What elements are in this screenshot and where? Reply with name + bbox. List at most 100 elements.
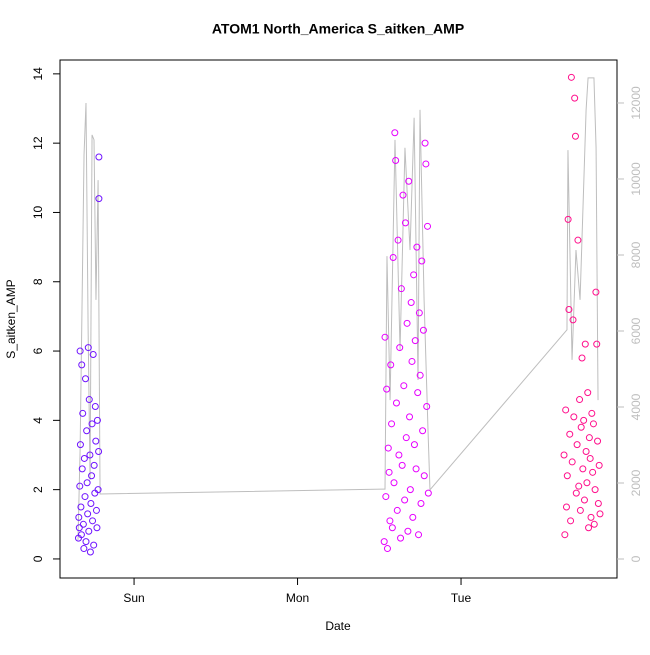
y2-tick-label: 6000 (629, 317, 643, 344)
point (83, 479, 91, 487)
point (591, 486, 599, 494)
point (567, 517, 575, 525)
chart-title: ATOM1 North_America S_aitken_AMP (212, 21, 464, 37)
point (79, 409, 87, 417)
point (87, 500, 95, 508)
point (424, 489, 432, 497)
point (402, 434, 410, 442)
point (421, 139, 429, 147)
point (394, 236, 402, 244)
point (384, 444, 392, 452)
point (581, 340, 589, 348)
point (564, 215, 572, 223)
point (412, 465, 420, 473)
y-tick-label: 4 (31, 417, 45, 424)
point (387, 361, 395, 369)
y-tick-label: 6 (31, 347, 45, 354)
point (397, 534, 405, 542)
point (585, 434, 593, 442)
point (399, 191, 407, 199)
point (80, 545, 88, 553)
y2-tick-label: 8000 (629, 241, 643, 268)
point (400, 382, 408, 390)
point (403, 319, 411, 327)
point (395, 451, 403, 459)
point (79, 520, 87, 528)
point (397, 285, 405, 293)
point (582, 448, 590, 456)
point (562, 406, 570, 414)
point (413, 243, 421, 251)
point (569, 316, 577, 324)
point (594, 500, 602, 508)
point (410, 441, 418, 449)
y2-tick-label: 12000 (629, 86, 643, 120)
point (84, 510, 92, 518)
point (420, 472, 428, 480)
point (576, 506, 584, 514)
point (424, 222, 432, 230)
x-tick-label: Sun (123, 591, 144, 605)
point (575, 482, 583, 490)
y2-tick-label: 2000 (629, 469, 643, 496)
point (561, 531, 569, 539)
point (579, 465, 587, 473)
point (391, 129, 399, 137)
point (574, 236, 582, 244)
point (389, 253, 397, 261)
point (589, 468, 597, 476)
point (77, 531, 85, 539)
point (422, 160, 430, 168)
point (407, 299, 415, 307)
point (80, 454, 88, 462)
point (88, 420, 96, 428)
point (416, 371, 424, 379)
point (562, 503, 570, 511)
point (593, 340, 601, 348)
point (75, 513, 83, 521)
point (570, 413, 578, 421)
point (85, 396, 93, 404)
point (383, 385, 391, 393)
point (89, 517, 97, 525)
point (83, 427, 91, 435)
point (560, 451, 568, 459)
y-tick-label: 10 (31, 205, 45, 219)
point (393, 506, 401, 514)
point (583, 479, 591, 487)
point (586, 454, 594, 462)
point (595, 461, 603, 469)
y2-tick-label: 0 (629, 555, 643, 562)
y-tick-label: 2 (31, 486, 45, 493)
point (596, 510, 604, 518)
point (571, 94, 579, 102)
y2-tick-label: 10000 (629, 162, 643, 196)
point (406, 486, 414, 494)
point (388, 524, 396, 532)
point (95, 195, 103, 203)
point (588, 409, 596, 417)
point (84, 344, 92, 352)
y2-tick-label: 4000 (629, 393, 643, 420)
point (93, 416, 101, 424)
point (95, 153, 103, 161)
point (77, 503, 85, 511)
point (589, 420, 597, 428)
point (81, 493, 89, 501)
point (568, 458, 576, 466)
point (383, 545, 391, 553)
point (423, 402, 431, 410)
point (396, 344, 404, 352)
y-tick-label: 14 (31, 67, 45, 81)
point (415, 531, 423, 539)
x-tick-label: Mon (286, 591, 309, 605)
y-tick-label: 0 (31, 555, 45, 562)
point (577, 423, 585, 431)
point (392, 156, 400, 164)
point (580, 496, 588, 504)
point (592, 288, 600, 296)
point (566, 430, 574, 438)
point (93, 524, 101, 532)
point (89, 351, 97, 359)
